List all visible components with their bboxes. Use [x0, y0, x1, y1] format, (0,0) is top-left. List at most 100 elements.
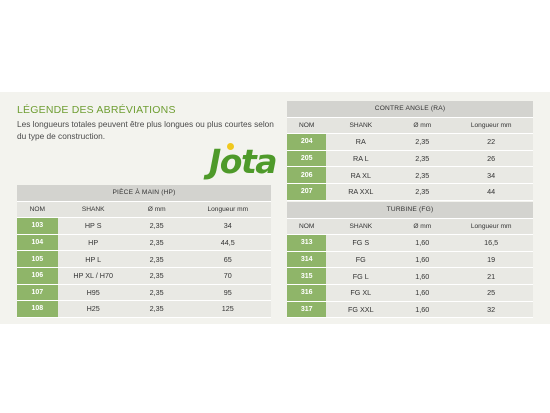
length-cell: 95 [184, 284, 271, 302]
diameter-cell: 2,35 [395, 183, 450, 201]
code-cell: 317 [287, 301, 327, 319]
code-cell: 207 [287, 183, 327, 201]
diameter-cell: 1,60 [395, 284, 450, 302]
table-row: 206 RA XL 2,35 34 [287, 166, 533, 184]
code-cell: 104 [17, 234, 58, 252]
column-header: Longueur mm [184, 201, 271, 219]
length-cell: 19 [449, 251, 533, 269]
length-cell: 125 [184, 300, 271, 318]
legend-description: Les longueurs totales peuvent être plus … [17, 119, 274, 141]
table-row: 106 HP XL / H70 2,35 70 [17, 267, 271, 285]
length-cell: 22 [449, 133, 533, 151]
table-caption: PIÈCE À MAIN (HP) [17, 185, 271, 202]
length-cell: 65 [184, 250, 271, 268]
shank-cell: FG L [326, 267, 396, 285]
length-cell: 34 [449, 166, 533, 184]
diameter-cell: 2,35 [128, 217, 185, 235]
diameter-cell: 1,60 [395, 234, 450, 252]
logo-dot-icon [227, 143, 234, 150]
code-cell: 205 [287, 150, 327, 168]
column-header: SHANK [57, 201, 129, 219]
code-cell: 106 [17, 267, 58, 285]
shank-cell: FG XL [326, 284, 396, 302]
table-caption: TURBINE (FG) [287, 202, 533, 219]
shank-cell: RA [326, 133, 396, 151]
code-cell: 314 [287, 251, 327, 269]
column-header: NOM [287, 218, 327, 236]
table-caption: CONTRE ANGLE (RA) [287, 101, 533, 118]
table-row: 316 FG XL 1,60 25 [287, 284, 533, 302]
table-header-row: NOM SHANK Ø mm Longueur mm [287, 218, 533, 236]
shank-cell: FG [326, 251, 396, 269]
column-header: NOM [287, 117, 327, 135]
diameter-cell: 2,35 [395, 133, 450, 151]
column-header: Ø mm [395, 218, 450, 236]
table-piece-a-main: PIÈCE À MAIN (HP) NOM SHANK Ø mm Longueur mm… [17, 185, 271, 318]
code-cell: 107 [17, 284, 58, 302]
table-header-row: NOM SHANK Ø mm Longueur mm [17, 201, 271, 219]
shank-cell: HP S [57, 217, 129, 235]
diameter-cell: 2,35 [128, 284, 185, 302]
length-cell: 32 [449, 301, 533, 319]
code-cell: 105 [17, 250, 58, 268]
code-cell: 316 [287, 284, 327, 302]
diameter-cell: 2,35 [128, 267, 185, 285]
code-cell: 103 [17, 217, 58, 235]
table-row: 205 RA L 2,35 26 [287, 150, 533, 168]
table-row: 207 RA XXL 2,35 44 [287, 183, 533, 201]
column-header: Longueur mm [449, 117, 533, 135]
shank-cell: RA XXL [326, 183, 396, 201]
table-row: 315 FG L 1,60 21 [287, 267, 533, 285]
length-cell: 34 [184, 217, 271, 235]
shank-cell: HP [57, 234, 129, 252]
column-header: NOM [17, 201, 58, 219]
table-header-row: NOM SHANK Ø mm Longueur mm [287, 117, 533, 135]
column-header: Ø mm [128, 201, 185, 219]
diameter-cell: 2,35 [128, 300, 185, 318]
diameter-cell: 2,35 [128, 234, 185, 252]
table-row: 103 HP S 2,35 34 [17, 217, 271, 235]
length-cell: 44,5 [184, 234, 271, 252]
table-row: 313 FG S 1,60 16,5 [287, 234, 533, 252]
table-row: 108 H25 2,35 125 [17, 300, 271, 318]
code-cell: 313 [287, 234, 327, 252]
table-row: 105 HP L 2,35 65 [17, 250, 271, 268]
table-row: 317 FG XXL 1,60 32 [287, 301, 533, 319]
length-cell: 44 [449, 183, 533, 201]
diameter-cell: 1,60 [395, 301, 450, 319]
logo-wordmark: Jota [209, 142, 278, 181]
length-cell: 26 [449, 150, 533, 168]
shank-cell: RA L [326, 150, 396, 168]
length-cell: 21 [449, 267, 533, 285]
shank-cell: H25 [57, 300, 129, 318]
table-row: 107 H95 2,35 95 [17, 284, 271, 302]
table-turbine: TURBINE (FG) NOM SHANK Ø mm Longueur mm 313 FG… [287, 202, 533, 319]
column-header: SHANK [326, 117, 396, 135]
shank-cell: FG S [326, 234, 396, 252]
column-header: Longueur mm [449, 218, 533, 236]
shank-cell: HP XL / H70 [57, 267, 129, 285]
diameter-cell: 2,35 [395, 150, 450, 168]
table-row: 314 FG 1,60 19 [287, 251, 533, 269]
code-cell: 315 [287, 267, 327, 285]
code-cell: 204 [287, 133, 327, 151]
diameter-cell: 2,35 [395, 166, 450, 184]
table-row: 104 HP 2,35 44,5 [17, 234, 271, 252]
length-cell: 25 [449, 284, 533, 302]
diameter-cell: 1,60 [395, 251, 450, 269]
shank-cell: RA XL [326, 166, 396, 184]
code-cell: 108 [17, 300, 58, 318]
legend-title: LÉGENDE DES ABRÉVIATIONS [17, 104, 176, 116]
code-cell: 206 [287, 166, 327, 184]
column-header: SHANK [326, 218, 396, 236]
shank-cell: H95 [57, 284, 129, 302]
diameter-cell: 2,35 [128, 250, 185, 268]
shank-cell: HP L [57, 250, 129, 268]
jota-logo: Jota [209, 142, 278, 182]
shank-cell: FG XXL [326, 301, 396, 319]
length-cell: 16,5 [449, 234, 533, 252]
column-header: Ø mm [395, 117, 450, 135]
length-cell: 70 [184, 267, 271, 285]
table-row: 204 RA 2,35 22 [287, 133, 533, 151]
diameter-cell: 1,60 [395, 267, 450, 285]
